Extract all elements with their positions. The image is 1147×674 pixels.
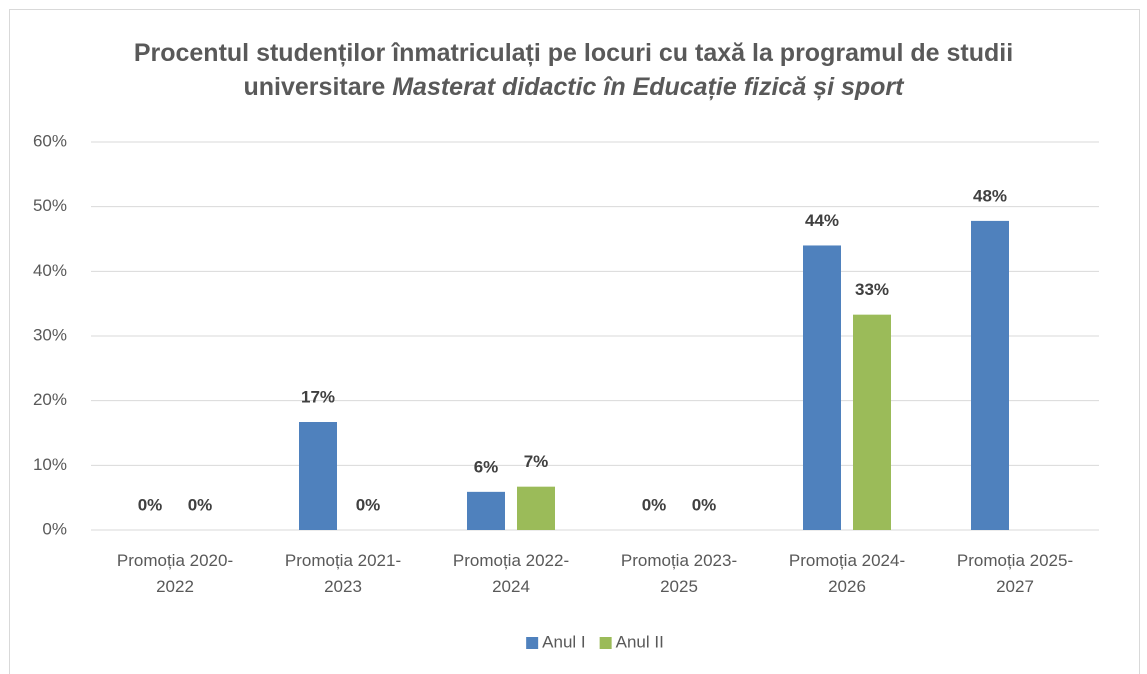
y-tick-label: 10% (33, 455, 67, 474)
bar (517, 486, 555, 530)
x-tick-label: Promoția 2021-2023 (284, 551, 402, 596)
data-label: 0% (642, 495, 667, 514)
data-label: 48% (973, 186, 1007, 205)
x-tick-label: Promoția 2023-2025 (620, 551, 738, 596)
title-text: Procentul studenților înmatriculați pe l… (133, 39, 1014, 101)
y-tick-label: 0% (42, 519, 67, 538)
data-label: 0% (356, 495, 381, 514)
data-label: 33% (855, 280, 889, 299)
y-tick-label: 50% (33, 196, 67, 215)
data-label: 17% (301, 387, 335, 406)
bar (971, 220, 1009, 531)
legend-label: Anul I (542, 632, 585, 651)
y-tick-label: 30% (33, 325, 67, 344)
data-label: 7% (524, 452, 549, 471)
title-italic: Masterat didactic în Educație fizică și … (392, 73, 904, 101)
legend-swatch (599, 637, 612, 649)
data-label: 0% (692, 495, 717, 514)
legend-label: Anul II (616, 632, 664, 651)
data-label: 44% (805, 211, 839, 230)
bar (299, 422, 337, 530)
data-label: 0% (188, 495, 213, 514)
y-tick-label: 60% (33, 131, 67, 150)
bar (467, 491, 505, 530)
x-tick-label: Promoția 2025-2027 (956, 551, 1074, 596)
data-label: 6% (474, 457, 499, 476)
x-tick-label: Promoția 2022-2024 (452, 551, 570, 596)
chart-title: Procentul studenților înmatriculați pe l… (100, 36, 1047, 104)
bar (853, 314, 891, 530)
x-tick-label: Promoția 2020-2022 (116, 551, 234, 596)
y-tick-label: 20% (33, 390, 67, 409)
data-label: 0% (138, 495, 163, 514)
chart-border (9, 9, 1140, 674)
legend-swatch (526, 637, 539, 649)
bar (803, 245, 841, 530)
x-tick-label: Promoția 2024-2026 (788, 551, 906, 596)
y-tick-label: 40% (33, 261, 67, 280)
